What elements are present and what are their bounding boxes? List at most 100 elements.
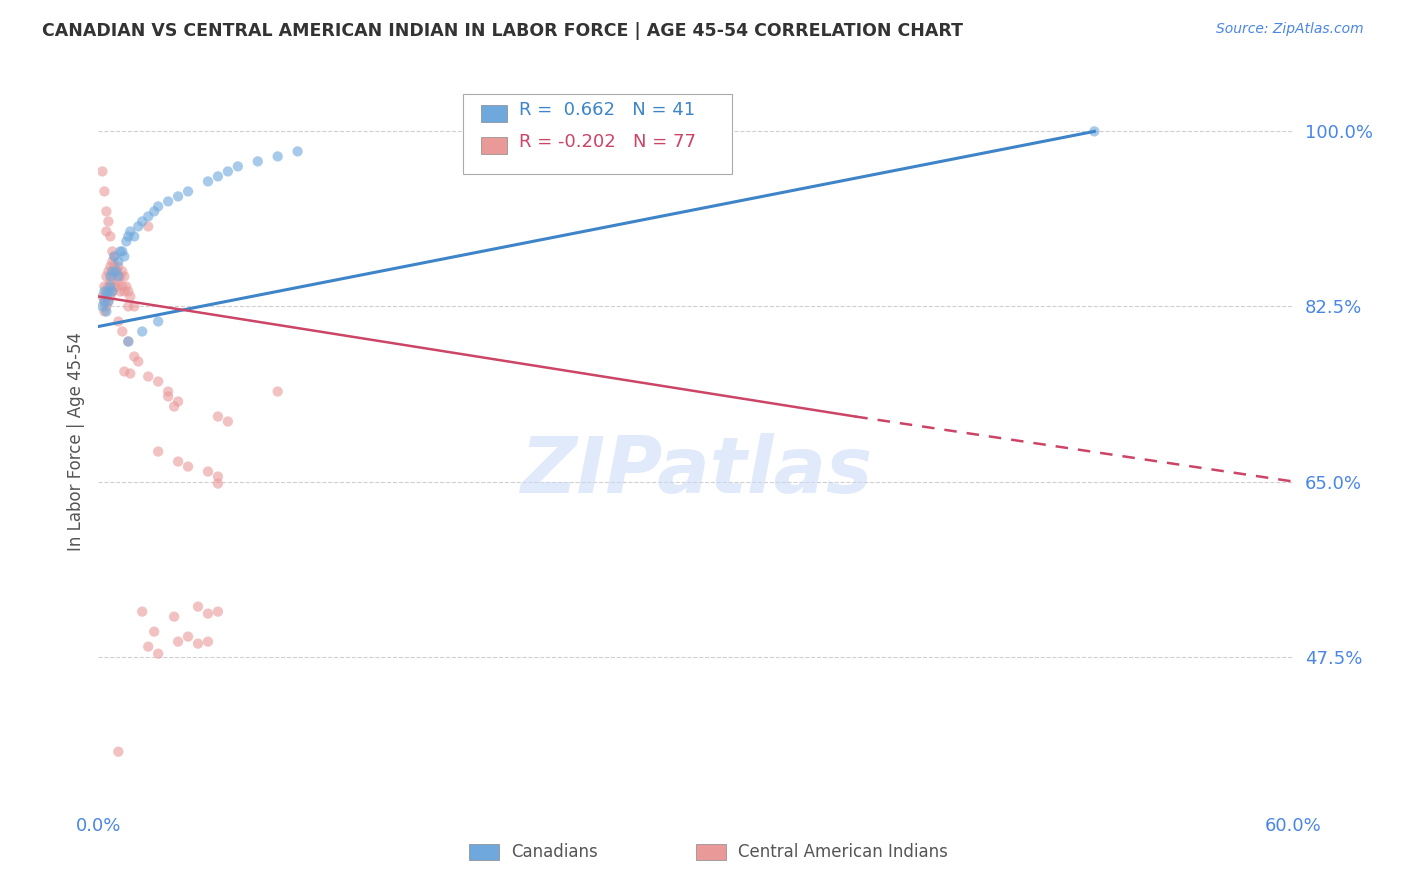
Bar (481, 137, 508, 153)
Y-axis label: In Labor Force | Age 45-54: In Labor Force | Age 45-54 (66, 332, 84, 551)
Point (131, 605, 153, 619)
Point (207, 469, 229, 483)
Text: Central American Indians: Central American Indians (738, 843, 948, 861)
Point (91, 289, 114, 303)
Point (167, 454, 190, 468)
Point (101, 285, 124, 299)
Point (124, 300, 146, 314)
Point (120, 367, 142, 381)
Text: R =  0.662   N = 41: R = 0.662 N = 41 (519, 101, 695, 119)
Point (246, 154, 269, 169)
Point (105, 264, 128, 278)
Point (177, 459, 200, 474)
Point (98, 289, 122, 303)
Point (197, 634, 219, 648)
Point (136, 640, 159, 654)
Point (110, 244, 132, 259)
Point (217, 415, 239, 429)
Point (124, 229, 146, 244)
Point (111, 279, 134, 293)
Point (103, 250, 125, 264)
Point (177, 630, 200, 644)
Point (157, 384, 180, 399)
Point (112, 269, 135, 284)
Point (91, 300, 114, 314)
Text: ZIPatlas: ZIPatlas (520, 434, 872, 509)
Point (207, 409, 229, 424)
Point (157, 390, 180, 404)
Point (98, 269, 122, 284)
Point (117, 334, 139, 349)
Point (148, 199, 170, 213)
Point (157, 194, 180, 209)
Point (117, 229, 139, 244)
Point (101, 244, 124, 259)
Point (101, 254, 124, 268)
Point (110, 285, 132, 299)
Point (197, 607, 219, 621)
Point (96, 269, 118, 284)
Point (207, 605, 229, 619)
Point (117, 334, 139, 349)
Point (1083, 124, 1105, 138)
Point (148, 444, 170, 458)
Bar (470, 844, 499, 860)
Point (148, 314, 170, 328)
Point (97, 294, 120, 309)
Point (93, 285, 115, 299)
Point (127, 354, 149, 368)
Point (111, 244, 134, 259)
Point (107, 745, 129, 759)
Text: R = -0.202   N = 77: R = -0.202 N = 77 (519, 133, 696, 151)
Point (98, 229, 122, 244)
Point (98, 275, 122, 289)
Point (207, 169, 229, 184)
Point (101, 285, 124, 299)
Point (98, 279, 122, 293)
Point (115, 279, 138, 293)
Point (117, 300, 139, 314)
Text: Canadians: Canadians (510, 843, 598, 861)
Point (96, 224, 118, 238)
Point (197, 174, 219, 188)
Point (107, 260, 129, 274)
Point (124, 350, 146, 364)
Point (287, 145, 309, 159)
Point (120, 289, 142, 303)
Point (103, 279, 125, 293)
Point (105, 264, 128, 278)
Point (93, 304, 115, 318)
Text: Source: ZipAtlas.com: Source: ZipAtlas.com (1216, 22, 1364, 37)
Point (93, 294, 115, 309)
Text: CANADIAN VS CENTRAL AMERICAN INDIAN IN LABOR FORCE | AGE 45-54 CORRELATION CHART: CANADIAN VS CENTRAL AMERICAN INDIAN IN L… (42, 22, 963, 40)
Point (96, 289, 118, 303)
Point (98, 260, 122, 274)
Point (148, 375, 170, 389)
Point (143, 624, 166, 639)
Point (187, 637, 209, 651)
Point (148, 647, 170, 661)
Point (103, 260, 125, 274)
Point (96, 285, 118, 299)
Point (136, 210, 159, 224)
Point (217, 164, 239, 178)
Point (91, 164, 114, 178)
Point (105, 279, 128, 293)
Point (97, 285, 120, 299)
Point (107, 254, 129, 268)
Point (163, 400, 186, 414)
Point (112, 285, 135, 299)
Point (143, 204, 166, 219)
Point (197, 465, 219, 479)
Point (93, 294, 115, 309)
Point (131, 214, 153, 228)
Point (96, 300, 118, 314)
Point (93, 185, 115, 199)
Point (131, 325, 153, 339)
Point (97, 279, 120, 293)
Point (136, 219, 159, 234)
Point (97, 264, 120, 278)
Point (112, 364, 135, 378)
Point (111, 325, 134, 339)
Point (110, 269, 132, 284)
